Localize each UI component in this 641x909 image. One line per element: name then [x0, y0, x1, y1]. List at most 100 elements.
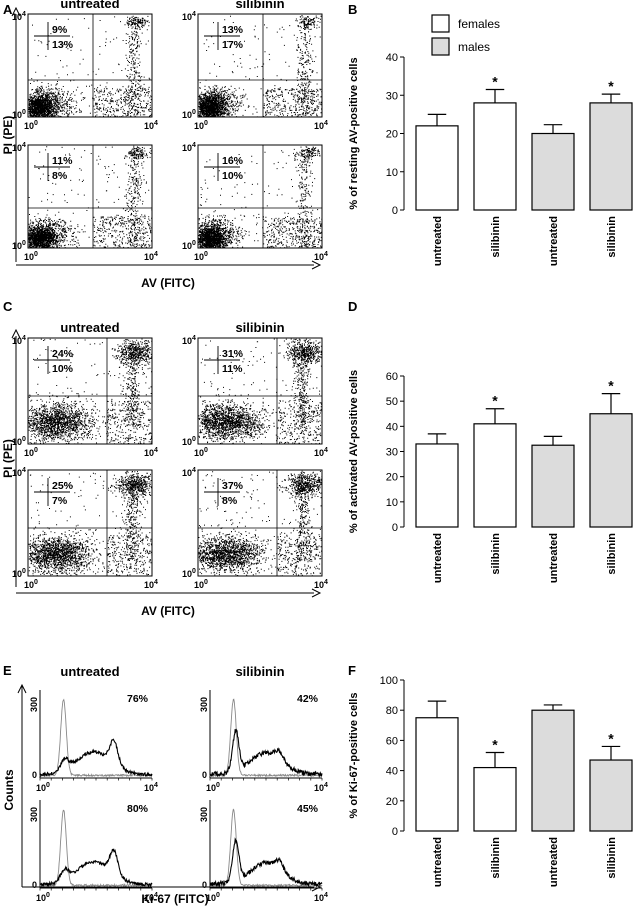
y-tick-low: 100: [182, 436, 196, 447]
x-category-label: untreated: [432, 837, 444, 887]
x-tick-high: 104: [314, 447, 328, 458]
x-tick-low: 100: [194, 251, 208, 262]
y-tick-label: 40: [386, 52, 398, 64]
bar-chart-b: 0 10 20 30 40 % of resting AV-positive cells u…: [348, 52, 633, 266]
column-title-untreated: untreated: [60, 320, 119, 335]
gate-values: 13%17%: [222, 24, 244, 51]
panel-label-e: E: [3, 663, 12, 678]
gate-values: 31%11%: [222, 348, 244, 375]
gate-values: 25%7%: [52, 480, 74, 507]
x-tick-high: 104: [144, 251, 158, 262]
plot-frame: [197, 13, 323, 118]
lower-gate-percent: 13%: [52, 39, 74, 51]
x-tick-high: 104: [144, 120, 158, 131]
x-tick-low: 100: [206, 782, 220, 793]
y-tick-high: 104: [12, 11, 26, 22]
dot-plot: 13%17%: [197, 13, 323, 118]
ki67-positive-percent: 45%: [297, 803, 319, 815]
dot-plot: 16%10%: [197, 144, 323, 249]
y-tick-low: 100: [182, 240, 196, 251]
scatter-dots: [28, 470, 153, 577]
y-tick-label: 80: [386, 705, 398, 717]
x-category-label: untreated: [432, 533, 444, 583]
y-tick-low: 100: [182, 568, 196, 579]
bar-untreated-females: [415, 443, 459, 528]
scatter-dots: [28, 15, 153, 118]
x-tick-high: 104: [144, 579, 158, 590]
upper-gate-percent: 11%: [52, 155, 73, 167]
legend-swatch-females: [431, 14, 450, 33]
y-axis-arrow-head: [11, 6, 21, 17]
scatter-dots: [198, 470, 323, 577]
significance-star: *: [608, 730, 614, 746]
y-tick-max: 300: [29, 697, 39, 712]
bar-untreated-males: [531, 444, 575, 528]
scatter-dots: [198, 338, 323, 445]
x-tick-high: 104: [314, 892, 328, 903]
x-tick-low: 100: [36, 782, 50, 793]
ki67-stain-trace: [39, 738, 153, 778]
x-category-label: untreated: [432, 216, 444, 266]
legend-swatch-males: [431, 37, 450, 56]
isotype-control-trace: [39, 698, 153, 778]
significance-star: *: [492, 393, 498, 409]
isotype-control-trace: [209, 698, 323, 778]
y-tick-label: 40: [386, 421, 398, 433]
bar-silibinin-females: [473, 423, 517, 528]
y-axis-arrow-head: [17, 683, 27, 694]
dot-plot: 11%8%: [27, 144, 153, 249]
gate-values: 37%8%: [222, 480, 244, 507]
x-tick-low: 100: [194, 579, 208, 590]
lower-gate-percent: 7%: [52, 495, 68, 507]
y-tick-label: 30: [386, 90, 398, 102]
y-tick-high: 104: [182, 142, 196, 153]
bar-silibinin-males: [589, 102, 633, 211]
y-tick-low: 100: [12, 568, 26, 579]
y-tick-label: 30: [386, 447, 398, 459]
lower-gate-percent: 10%: [222, 170, 244, 182]
x-category-label: untreated: [548, 837, 560, 887]
x-tick-high: 104: [314, 579, 328, 590]
y-tick-max: 300: [199, 697, 209, 712]
dot-plot: 24%10%: [27, 337, 153, 445]
x-tick-high: 104: [314, 120, 328, 131]
bar-silibinin-females: [473, 102, 517, 211]
upper-gate-percent: 13%: [222, 24, 244, 36]
dot-plot: 37%8%: [197, 469, 323, 577]
panel-label-a: A: [3, 2, 13, 17]
x-tick-high: 104: [144, 447, 158, 458]
dot-plot: 9%13%: [27, 13, 153, 118]
gate-values: 9%13%: [52, 24, 74, 51]
x-category-label: silibinin: [490, 216, 502, 258]
x-category-label: silibinin: [606, 533, 618, 575]
x-axis-arrow-head: [311, 588, 322, 598]
x-category-label: silibinin: [490, 533, 502, 575]
ki67-stain-trace: [39, 848, 153, 888]
dot-plot: 25%7%: [27, 469, 153, 577]
bar-chart-f: 0 20 40 60 80 100 % of Ki-67-positive cells unt…: [348, 675, 633, 887]
y-tick-low: 100: [182, 109, 196, 120]
gate-values: 16%10%: [222, 155, 244, 182]
y-axis-label: PI (PE): [1, 116, 15, 155]
x-axis-arrow-head: [311, 882, 322, 892]
y-axis-label: % of Ki-67-positive cells: [348, 693, 360, 819]
y-tick-low: 100: [12, 436, 26, 447]
x-category-label: untreated: [548, 533, 560, 583]
bar-untreated-females: [415, 125, 459, 211]
y-tick-min: 0: [202, 770, 207, 780]
lower-gate-percent: 11%: [222, 363, 243, 375]
plot-frame: [27, 469, 153, 577]
column-title-untreated: untreated: [60, 0, 119, 11]
column-title-silibinin: silibinin: [235, 0, 284, 11]
y-tick-label: 0: [392, 205, 398, 217]
lower-gate-percent: 8%: [52, 170, 68, 182]
panel-label-c: C: [3, 299, 13, 314]
legend-label-males: males: [458, 40, 490, 54]
lower-gate-percent: 8%: [222, 495, 238, 507]
legend-label-females: females: [458, 17, 500, 31]
x-axis-arrow-head: [311, 260, 322, 270]
x-category-label: silibinin: [490, 837, 502, 879]
x-tick-low: 100: [36, 892, 50, 903]
x-tick-high: 104: [144, 892, 158, 903]
